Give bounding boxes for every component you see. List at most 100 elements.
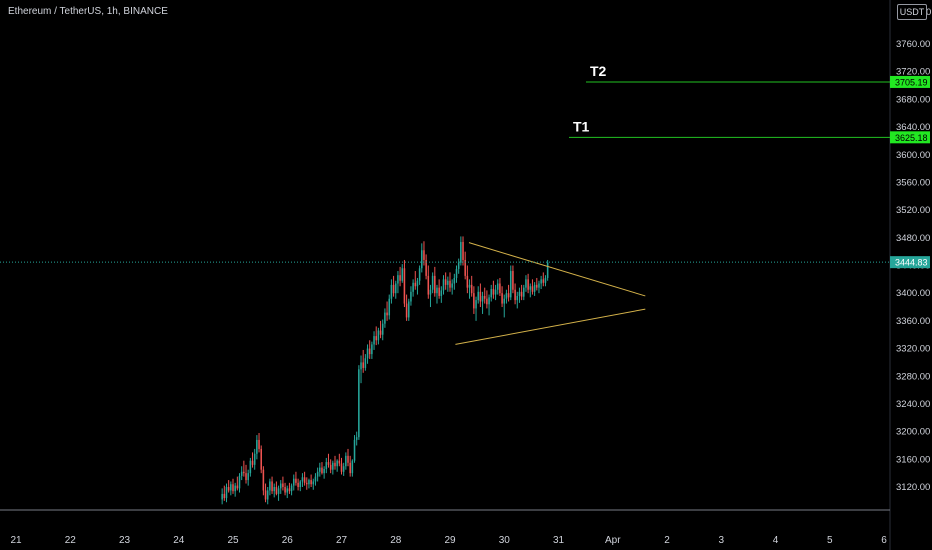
- candle: [264, 483, 267, 503]
- t2-target-label[interactable]: T2: [590, 63, 607, 79]
- candle: [232, 478, 234, 494]
- candle: [386, 301, 388, 321]
- price-tick-label: 3480.00: [896, 233, 930, 244]
- candle: [234, 482, 236, 497]
- candle: [516, 291, 519, 309]
- price-tick-label: 3400.00: [896, 288, 930, 299]
- candle: [536, 277, 538, 291]
- candle: [325, 457, 328, 474]
- candle: [434, 266, 436, 297]
- candle: [470, 275, 473, 297]
- candle: [397, 271, 399, 294]
- candle: [475, 296, 477, 321]
- candle: [360, 355, 362, 384]
- candle: [310, 474, 312, 487]
- candle: [377, 327, 380, 345]
- time-tick-label: Apr: [605, 535, 621, 546]
- candle: [486, 290, 488, 309]
- time-tick-label: 5: [827, 535, 833, 546]
- candle: [442, 275, 445, 295]
- candle: [243, 460, 245, 477]
- candle: [494, 284, 497, 301]
- price-tick-label: 3760.00: [896, 39, 930, 50]
- candle: [286, 485, 289, 499]
- candle: [277, 485, 280, 501]
- candle: [533, 282, 536, 296]
- candle: [256, 435, 258, 460]
- drawings[interactable]: T2 T1: [0, 63, 890, 345]
- time-axis[interactable]: 21 22 23 24 25 26 27 28 29 30 31 Apr 2 3 4 5 6: [10, 535, 887, 546]
- candle: [444, 272, 447, 290]
- time-tick-label: 26: [282, 535, 294, 546]
- candle: [514, 283, 516, 305]
- t1-target-label[interactable]: T1: [573, 118, 590, 134]
- candle: [451, 279, 453, 295]
- price-axis[interactable]: 3760.00 3720.00 3680.00 3640.00 3600.00 3560.…: [896, 7, 931, 493]
- candle: [316, 467, 319, 482]
- candle: [373, 331, 375, 350]
- candle: [505, 289, 508, 304]
- candle: [473, 286, 475, 314]
- candle: [275, 481, 278, 496]
- candle: [288, 482, 291, 494]
- candle: [292, 474, 295, 491]
- price-badges: 3705.19 3625.18 3444.83: [890, 75, 930, 269]
- candle: [271, 476, 273, 494]
- candle: [381, 319, 384, 341]
- candle: [240, 466, 243, 481]
- candle: [269, 478, 271, 496]
- price-tick-label: 3560.00: [896, 177, 930, 188]
- candle: [427, 265, 430, 299]
- candle: [416, 277, 419, 295]
- candle: [379, 320, 382, 339]
- svg-text:3444.83: 3444.83: [895, 258, 928, 268]
- candle: [266, 487, 269, 505]
- candle: [403, 259, 406, 308]
- price-tick-label: 3520.00: [896, 205, 930, 216]
- candle: [531, 279, 534, 295]
- triangle-lower-trendline[interactable]: [455, 308, 646, 345]
- candle: [390, 279, 393, 304]
- candle: [332, 460, 334, 475]
- symbol-title[interactable]: Ethereum / TetherUS, 1h, BINANCE: [8, 6, 168, 17]
- price-tick-label: 3240.00: [896, 399, 930, 410]
- candle: [342, 462, 345, 476]
- candle: [438, 279, 440, 299]
- candle: [366, 344, 369, 364]
- currency-label[interactable]: USDT: [897, 4, 927, 20]
- candle: [384, 308, 386, 328]
- candle: [236, 476, 239, 491]
- candle: [279, 480, 282, 494]
- candle: [421, 243, 423, 273]
- candle: [358, 365, 360, 440]
- candle: [399, 266, 401, 287]
- time-tick-label: 30: [499, 535, 511, 546]
- candle: [338, 453, 341, 467]
- candle: [460, 236, 462, 266]
- candle: [453, 273, 456, 290]
- price-tick-label: 3600.00: [896, 150, 930, 161]
- candle: [429, 284, 432, 308]
- candle: [334, 455, 336, 470]
- candle: [355, 431, 358, 446]
- svg-text:3625.18: 3625.18: [895, 133, 928, 143]
- candle: [388, 294, 391, 320]
- svg-text:3705.19: 3705.19: [895, 77, 928, 87]
- current-price-badge: 3444.83: [890, 256, 930, 269]
- candle: [290, 483, 293, 496]
- candle: [364, 354, 367, 371]
- time-tick-label: 3: [718, 535, 724, 546]
- candle: [449, 272, 451, 292]
- candle: [221, 488, 223, 505]
- candle: [394, 280, 397, 299]
- candle: [329, 459, 332, 474]
- price-tick-label: 3120.00: [896, 482, 930, 493]
- candle: [477, 286, 479, 304]
- time-tick-label: 23: [119, 535, 131, 546]
- candle: [455, 265, 458, 283]
- candle: [253, 448, 256, 470]
- triangle-upper-trendline[interactable]: [468, 242, 646, 297]
- time-tick-label: 28: [390, 535, 402, 546]
- candle: [507, 284, 510, 302]
